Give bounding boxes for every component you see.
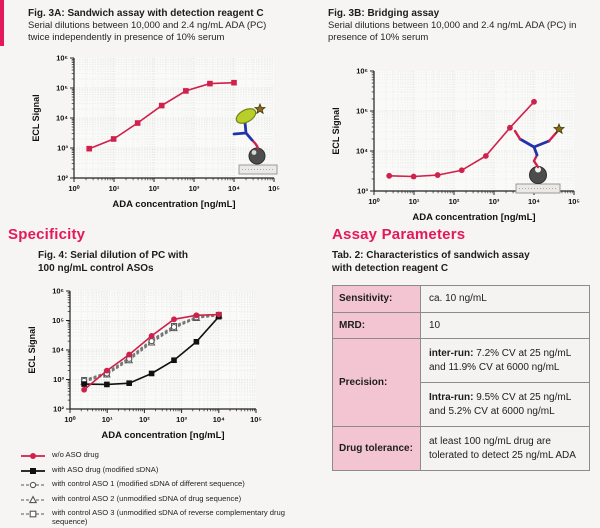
sandwich-assay-icon — [232, 102, 278, 175]
row-label-sensitivity: Sensitivity: — [332, 285, 421, 313]
label-star-icon — [552, 122, 566, 134]
row-value-drug-tolerance: at least 100 ng/mL drug are tolerated to… — [420, 426, 590, 471]
svg-text:10²: 10² — [449, 197, 460, 206]
bridging-assay-icon — [513, 122, 566, 194]
svg-text:10⁴: 10⁴ — [52, 346, 64, 355]
legend-item-with-aso: with ASO drug (modified sDNA) — [20, 465, 312, 476]
row-value-precision-intra: Intra-run: 9.5% CV at 25 ng/mL and 5.2% … — [420, 382, 590, 427]
svg-text:10⁶: 10⁶ — [52, 287, 64, 296]
legend-marker-open-square-icon — [21, 510, 45, 518]
row-label-precision: Precision: — [332, 338, 421, 427]
specificity-section: Specificity Fig. 4: Serial dilution of P… — [8, 226, 316, 528]
assay-parameters-section: Assay Parameters Tab. 2: Characteristics… — [332, 226, 594, 471]
fig3b-panel: Fig. 3B: Bridging assay Serial dilutions… — [328, 7, 596, 230]
svg-text:ECL Signal: ECL Signal — [331, 107, 341, 154]
fig3b-title: Fig. 3B: Bridging assay — [328, 8, 440, 19]
svg-text:10²: 10² — [149, 184, 160, 193]
svg-text:10⁵: 10⁵ — [356, 106, 368, 115]
fig4-chart: 10⁰ 10¹ 10² 10³ 10⁴ 10⁵ 10² 10³ 10⁴ 10⁵ 10⁶ ADA con… — [27, 287, 262, 441]
fig3b-subtitle: Serial dilutions between 10,000 and 2.4 … — [328, 20, 577, 44]
fig4-caption-line1: Fig. 4: Serial dilution of PC with — [38, 250, 188, 261]
table-row-drug-tolerance: Drug tolerance: at least 100 ng/mL drug … — [332, 426, 590, 471]
legend-label: with ASO drug (modified sDNA) — [52, 464, 159, 474]
legend-label: with control ASO 2 (unmodified sDNA of d… — [52, 493, 242, 503]
table-row-precision-inter: Precision: inter-run: 7.2% CV at 25 ng/m… — [332, 338, 590, 427]
page-edge-accent — [0, 0, 4, 46]
svg-text:10³: 10³ — [489, 197, 500, 206]
svg-text:ADA concentration [ng/mL]: ADA concentration [ng/mL] — [101, 430, 224, 441]
svg-text:10⁴: 10⁴ — [228, 184, 240, 193]
svg-text:10²: 10² — [57, 173, 68, 182]
legend-item-control-aso2: with control ASO 2 (unmodified sDNA of d… — [20, 494, 312, 505]
svg-text:ADA concentration [ng/mL]: ADA concentration [ng/mL] — [112, 199, 235, 210]
fig3a-panel: Fig. 3A: Sandwich assay with detection r… — [28, 7, 308, 217]
row-value-precision-inter: inter-run: 7.2% CV at 25 ng/mL and 11.9%… — [420, 338, 590, 383]
legend-label: with control ASO 3 (unmodified sDNA of r… — [52, 508, 285, 527]
assay-parameters-heading: Assay Parameters — [332, 226, 466, 243]
table-row-mrd: MRD: 10 — [332, 311, 590, 339]
row-value-mrd: 10 — [420, 311, 590, 339]
svg-text:ECL Signal: ECL Signal — [27, 326, 37, 373]
svg-text:10⁴: 10⁴ — [356, 146, 368, 155]
svg-text:10⁶: 10⁶ — [56, 53, 68, 62]
label-star-icon — [253, 102, 267, 114]
legend-marker-open-triangle-icon — [21, 494, 45, 503]
svg-text:10¹: 10¹ — [409, 197, 420, 206]
svg-text:10⁴: 10⁴ — [56, 113, 68, 122]
fig3a-title: Fig. 3A: Sandwich assay with detection r… — [28, 8, 264, 19]
fig3a-chart-area: 10⁰ 10¹ 10² 10³ 10⁴ 10⁵ 10² 10³ 10⁴ 10⁵ 10⁶ ADA con… — [28, 50, 308, 217]
legend-label: w/o ASO drug — [52, 450, 99, 459]
svg-text:10³: 10³ — [53, 375, 64, 384]
svg-text:10⁵: 10⁵ — [568, 197, 580, 206]
legend-marker-filled-circle-icon — [21, 453, 45, 459]
svg-text:10¹: 10¹ — [102, 415, 113, 424]
legend-item-control-aso1: with control ASO 1 (modified sDNA of dif… — [20, 479, 312, 490]
tab2-caption-line2: with detection reagent C — [332, 263, 449, 274]
svg-text:ECL Signal: ECL Signal — [31, 94, 41, 141]
row-value-sensitivity: ca. 10 ng/mL — [420, 285, 590, 313]
fig3a-subtitle: Serial dilutions between 10,000 and 2.4 … — [28, 20, 267, 44]
svg-text:10⁴: 10⁴ — [528, 197, 540, 206]
svg-text:10⁵: 10⁵ — [250, 415, 262, 424]
row-label-drug-tolerance: Drug tolerance: — [332, 426, 421, 471]
legend-marker-filled-square-icon — [21, 467, 45, 474]
legend-label: with control ASO 1 (modified sDNA of dif… — [52, 479, 245, 488]
svg-text:10⁴: 10⁴ — [213, 415, 225, 424]
svg-text:10²: 10² — [53, 405, 64, 414]
svg-text:ADA concentration [ng/mL]: ADA concentration [ng/mL] — [412, 212, 535, 223]
svg-text:10⁵: 10⁵ — [56, 83, 68, 92]
fig4-caption-line2: 100 ng/mL control ASOs — [38, 263, 154, 274]
specificity-heading: Specificity — [8, 226, 86, 243]
svg-text:10⁵: 10⁵ — [52, 316, 64, 325]
legend-item-wo-aso: w/o ASO drug — [20, 450, 312, 461]
row-label-mrd: MRD: — [332, 311, 421, 339]
legend-marker-open-circle-icon — [21, 481, 45, 489]
svg-text:10¹: 10¹ — [109, 184, 120, 193]
fig4-chart-area: 10⁰ 10¹ 10² 10³ 10⁴ 10⁵ 10² 10³ 10⁴ 10⁵ 10⁶ ADA con… — [24, 283, 316, 448]
svg-text:10⁰: 10⁰ — [64, 415, 76, 424]
svg-text:10⁰: 10⁰ — [368, 197, 380, 206]
fig3b-chart-area: 10⁰ 10¹ 10² 10³ 10⁴ 10⁵ 10³ 10⁴ 10⁵ 10⁶ ADA concen… — [328, 63, 596, 230]
svg-text:10³: 10³ — [57, 143, 68, 152]
svg-text:10⁵: 10⁵ — [268, 184, 280, 193]
svg-text:10³: 10³ — [189, 184, 200, 193]
svg-text:10²: 10² — [139, 415, 150, 424]
table-row-sensitivity: Sensitivity: ca. 10 ng/mL — [332, 285, 590, 313]
assay-parameters-table: Sensitivity: ca. 10 ng/mL MRD: 10 Precis… — [332, 285, 590, 471]
legend-item-control-aso3: with control ASO 3 (unmodified sDNA of r… — [20, 508, 312, 527]
tab2-caption-line1: Tab. 2: Characteristics of sandwich assa… — [332, 250, 530, 261]
svg-text:10⁰: 10⁰ — [68, 184, 80, 193]
svg-text:10⁶: 10⁶ — [356, 66, 368, 75]
svg-text:10³: 10³ — [176, 415, 187, 424]
svg-text:10³: 10³ — [357, 186, 368, 195]
fig4-legend: w/o ASO drug with ASO drug (modified sDN… — [20, 450, 312, 527]
